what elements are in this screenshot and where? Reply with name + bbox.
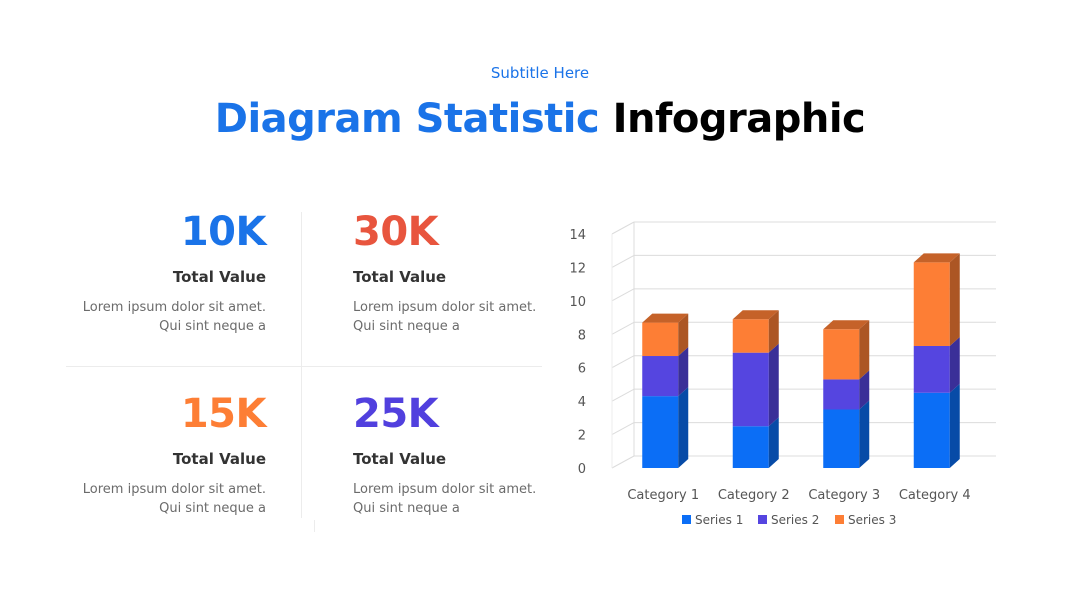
- stat-desc-line: Lorem ipsum dolor sit amet.: [82, 482, 266, 497]
- stat-desc-line: Lorem ipsum dolor sit amet.: [353, 300, 537, 315]
- stat-card-3: 15K Total Value Lorem ipsum dolor sit am…: [66, 391, 267, 518]
- stat-desc-line: Lorem ipsum dolor sit amet.: [353, 482, 537, 497]
- bar-segment: [732, 352, 769, 427]
- y-tick-label: 12: [569, 261, 586, 276]
- stat-value: 10K: [180, 209, 267, 255]
- bar-segment: [913, 392, 950, 468]
- grid-diagonal: [611, 321, 635, 335]
- stat-desc-line: Lorem ipsum dolor sit amet.: [82, 300, 266, 315]
- stat-label: Total Value: [172, 268, 266, 286]
- bar-side: [949, 253, 960, 346]
- grid-diagonal: [611, 254, 635, 268]
- stat-label: Total Value: [353, 268, 447, 286]
- divider-tick: [314, 520, 315, 532]
- bar-side: [949, 383, 960, 468]
- bar-segment: [642, 356, 679, 397]
- bar-side: [768, 310, 779, 353]
- x-tick-label: Category 4: [899, 488, 971, 503]
- grid-diagonal: [611, 355, 635, 369]
- legend-label: Series 1: [695, 513, 743, 527]
- bar-segment: [732, 426, 769, 468]
- stat-description: Lorem ipsum dolor sit amet. Qui sint neq…: [66, 298, 266, 336]
- stat-description: Lorem ipsum dolor sit amet. Qui sint neq…: [353, 298, 553, 336]
- bar-top: [913, 253, 960, 263]
- stat-label: Total Value: [172, 450, 266, 468]
- stat-label: Total Value: [353, 450, 447, 468]
- stat-description: Lorem ipsum dolor sit amet. Qui sint neq…: [353, 480, 553, 518]
- bar-top: [823, 320, 870, 330]
- stat-desc-line: Qui sint neque a: [353, 501, 460, 516]
- title-rest: Infographic: [612, 96, 866, 142]
- vertical-divider: [301, 212, 302, 518]
- bar-segment: [913, 345, 950, 393]
- legend-swatch: [835, 515, 844, 524]
- x-tick-label: Category 3: [808, 488, 880, 503]
- x-tick-label: Category 2: [718, 488, 790, 503]
- stat-card-4: 25K Total Value Lorem ipsum dolor sit am…: [353, 394, 553, 518]
- stat-value: 25K: [353, 391, 439, 437]
- title-highlight: Diagram Statistic: [214, 96, 600, 142]
- bar-side: [768, 417, 779, 468]
- subtitle: Subtitle Here: [490, 64, 590, 82]
- horizontal-divider: [66, 366, 542, 367]
- stat-card-1: 10K Total Value Lorem ipsum dolor sit am…: [66, 209, 267, 336]
- stat-description: Lorem ipsum dolor sit amet. Qui sint neq…: [66, 480, 266, 518]
- legend-swatch: [682, 515, 691, 524]
- stat-card-2: 30K Total Value Lorem ipsum dolor sit am…: [353, 212, 553, 336]
- bar-side: [859, 400, 870, 468]
- y-tick-label: 14: [569, 228, 586, 243]
- legend-label: Series 2: [771, 513, 819, 527]
- bar-segment: [642, 322, 679, 357]
- stat-value: 30K: [353, 209, 439, 255]
- grid-diagonal: [611, 288, 635, 302]
- y-tick-label: 4: [578, 395, 586, 410]
- y-tick-label: 2: [578, 429, 586, 444]
- y-tick-label: 10: [569, 295, 586, 310]
- bar-side: [859, 370, 870, 410]
- bar-segment: [732, 319, 769, 353]
- legend-swatch: [758, 515, 767, 524]
- legend-label: Series 3: [848, 513, 896, 527]
- stat-value: 15K: [180, 391, 267, 437]
- x-tick-label: Category 1: [627, 488, 699, 503]
- bar-segment: [823, 379, 860, 410]
- bar-side: [678, 347, 689, 397]
- grid-diagonal: [611, 221, 635, 235]
- grid-diagonal: [611, 455, 635, 469]
- y-tick-label: 8: [578, 328, 586, 343]
- stat-desc-line: Qui sint neque a: [159, 501, 266, 516]
- bar-side: [949, 336, 960, 393]
- stat-desc-line: Qui sint neque a: [353, 319, 460, 334]
- bar-side: [859, 320, 870, 380]
- page-title: Diagram Statistic Infographic: [0, 96, 1080, 142]
- bar-side: [678, 387, 689, 468]
- bar-segment: [642, 396, 679, 468]
- grid-diagonal: [611, 422, 635, 436]
- bar-segment: [823, 329, 860, 380]
- bar-side: [678, 313, 689, 357]
- stacked-bar-chart: 0 2 4 6 8 10 12 14 Category 1 Category 2 Category …: [569, 221, 996, 527]
- y-tick-label: 6: [578, 362, 586, 377]
- y-tick-label: 0: [578, 462, 586, 477]
- bar-top: [642, 313, 689, 323]
- bar-segment: [823, 409, 860, 468]
- bar-segment: [913, 262, 950, 346]
- bar-top: [732, 310, 779, 320]
- grid-diagonal: [611, 388, 635, 402]
- bar-side: [768, 343, 779, 427]
- stat-desc-line: Qui sint neque a: [159, 319, 266, 334]
